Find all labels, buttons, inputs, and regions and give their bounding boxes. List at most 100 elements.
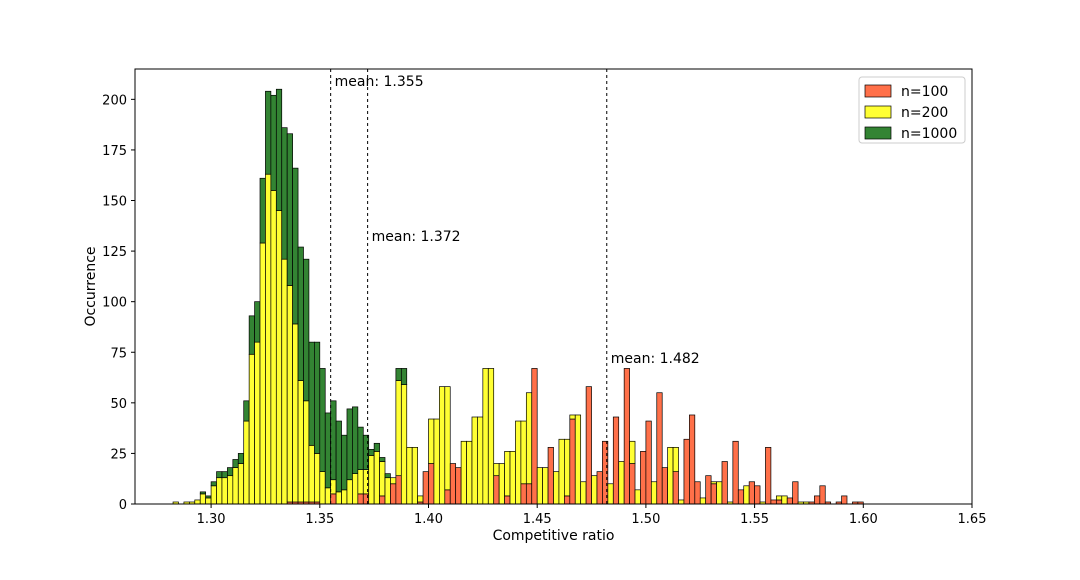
bar-n200 xyxy=(482,368,489,505)
bar-n1000 xyxy=(216,471,223,479)
x-tick-label: 1.55 xyxy=(740,512,769,527)
bar-n200 xyxy=(286,285,293,503)
bar-n200 xyxy=(716,481,723,505)
legend-swatch xyxy=(864,105,892,119)
bar-n200 xyxy=(504,451,511,497)
bar-n200 xyxy=(221,477,228,505)
bar-n100 xyxy=(422,471,429,505)
bar-n100 xyxy=(596,471,603,505)
bar-n200 xyxy=(743,485,750,505)
legend-label: n=1000 xyxy=(901,126,957,142)
bar-n100 xyxy=(765,446,772,505)
bar-n200 xyxy=(699,497,707,505)
bar-n200 xyxy=(308,444,315,503)
bar-n1000 xyxy=(259,177,266,244)
bar-n100 xyxy=(770,499,777,505)
mean-annotation: mean: 1.355 xyxy=(335,74,424,90)
y-tick-label: 175 xyxy=(102,144,127,159)
bar-n100 xyxy=(656,392,663,505)
bar-n100 xyxy=(645,420,652,505)
bar-n100 xyxy=(612,416,620,505)
bar-n200 xyxy=(781,495,788,505)
bar-n1000 xyxy=(270,94,277,191)
bar-n100 xyxy=(705,475,712,505)
bar-n100 xyxy=(792,481,799,505)
bar-n200 xyxy=(373,451,380,505)
bar-n100 xyxy=(841,495,848,505)
bar-n100 xyxy=(585,386,592,505)
bar-n100 xyxy=(754,485,761,505)
bar-n100 xyxy=(629,463,636,505)
bar-n200 xyxy=(558,438,565,505)
bar-n100 xyxy=(520,483,527,505)
x-tick-label: 1.35 xyxy=(305,512,334,527)
bar-n100 xyxy=(640,451,647,505)
y-tick-label: 25 xyxy=(110,447,127,462)
bar-n200 xyxy=(477,416,484,505)
bar-n1000 xyxy=(357,426,364,470)
bar-n100 xyxy=(672,471,679,505)
bar-n100 xyxy=(694,481,701,505)
bar-n200 xyxy=(357,469,364,495)
bar-n100 xyxy=(819,485,826,505)
y-axis-label: Occurrence xyxy=(83,246,99,326)
bar-n100 xyxy=(737,489,745,505)
bar-n200 xyxy=(667,446,674,505)
bar-n1000 xyxy=(395,368,402,381)
bar-n100 xyxy=(547,446,554,505)
bar-n200 xyxy=(569,414,576,420)
axes-frame xyxy=(134,68,973,505)
bar-n100 xyxy=(379,495,386,505)
bar-n100 xyxy=(504,495,511,505)
bar-n1000 xyxy=(297,246,304,381)
bar-n200 xyxy=(292,323,299,503)
bar-n200 xyxy=(406,446,413,505)
bar-n200 xyxy=(509,451,516,505)
bar-n200 xyxy=(487,368,495,505)
bar-n1000 xyxy=(248,315,255,355)
y-tick-label: 125 xyxy=(102,245,127,260)
bar-n200 xyxy=(439,386,446,505)
y-tick-label: 75 xyxy=(110,346,127,361)
bar-n200 xyxy=(297,380,304,503)
bar-n1000 xyxy=(379,457,386,462)
bar-n200 xyxy=(629,440,636,464)
bar-n200 xyxy=(411,446,418,505)
bar-n200 xyxy=(553,471,560,505)
y-tick-label: 100 xyxy=(102,296,127,311)
bar-n200 xyxy=(678,499,685,505)
bar-n200 xyxy=(520,420,527,485)
bar-n1000 xyxy=(221,471,228,479)
bar-n200 xyxy=(650,481,658,505)
bar-n200 xyxy=(710,481,717,485)
x-tick-label: 1.40 xyxy=(414,512,443,527)
bar-n100 xyxy=(623,368,630,505)
bar-n200 xyxy=(205,497,212,505)
bar-n100 xyxy=(531,368,538,505)
bar-n1000 xyxy=(205,495,212,499)
bar-n200 xyxy=(574,414,582,505)
bar-n200 xyxy=(237,463,245,505)
bar-n200 xyxy=(275,210,283,505)
bar-n1000 xyxy=(314,341,321,454)
x-tick-label: 1.50 xyxy=(631,512,660,527)
bar-n200 xyxy=(395,380,402,477)
bar-n100 xyxy=(814,495,821,505)
bar-n200 xyxy=(216,477,223,505)
bar-n200 xyxy=(281,258,288,505)
bar-n100 xyxy=(357,493,364,505)
bar-n100 xyxy=(449,463,457,505)
bar-n1000 xyxy=(286,133,293,286)
bar-n200 xyxy=(335,491,342,505)
x-tick-label: 1.65 xyxy=(958,512,987,527)
bar-n1000 xyxy=(210,481,217,487)
bar-n1000 xyxy=(400,368,408,385)
bar-n100 xyxy=(732,440,739,505)
bar-n100 xyxy=(455,467,462,505)
bar-n200 xyxy=(672,446,679,472)
bar-n1000 xyxy=(341,434,348,491)
bar-n200 xyxy=(536,467,543,505)
bar-n100 xyxy=(569,418,576,505)
bar-n200 xyxy=(618,461,625,505)
